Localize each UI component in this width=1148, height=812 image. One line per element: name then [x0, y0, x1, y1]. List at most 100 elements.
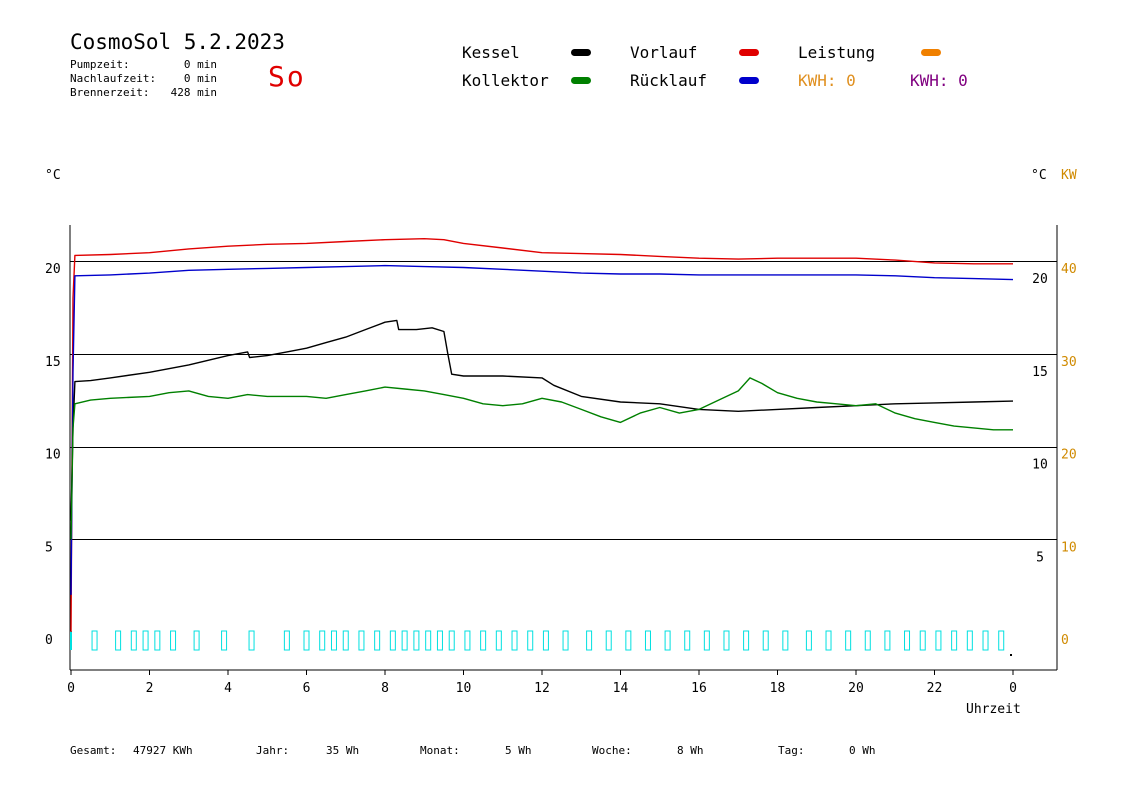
footer-gesamt-value: 47927 KWh	[133, 744, 193, 757]
legend-kollektor-label: Kollektor	[462, 71, 549, 90]
footer-woche-value: 8 Wh	[677, 744, 704, 757]
pump-pulse	[283, 630, 290, 651]
pump-pulse	[221, 630, 228, 651]
series-kollektor-line	[70, 377, 1013, 540]
pump-pulse	[527, 630, 534, 651]
pump-pulse	[170, 630, 177, 651]
footer-monat-label: Monat:	[420, 744, 460, 757]
stat-nachlaufzeit-label: Nachlaufzeit:	[70, 72, 157, 85]
pump-pulse	[91, 630, 98, 651]
stat-brennerzeit-value: 428 min	[170, 86, 217, 99]
right-tick-label-celsius: 5	[1036, 550, 1044, 565]
pump-pulse	[935, 630, 942, 651]
x-tick-label: 0	[67, 681, 75, 696]
pump-pulse	[586, 630, 593, 651]
pump-pulse	[684, 630, 691, 651]
pump-pulse	[542, 630, 549, 651]
x-tick-label: 4	[224, 681, 232, 696]
legend-vorlauf-label: Vorlauf	[630, 43, 698, 62]
pump-pulse	[966, 630, 973, 651]
footer-jahr-label: Jahr:	[256, 744, 290, 757]
x-tick-label: 8	[381, 681, 389, 696]
x-tick-label: 0	[1009, 681, 1017, 696]
pump-pulse	[303, 630, 310, 651]
weekday-label: So	[268, 60, 306, 93]
footer-jahr-value: 35 Wh	[326, 744, 360, 757]
pump-pulse	[154, 630, 161, 651]
right-tick-label-kw: 30	[1061, 355, 1077, 370]
stat-nachlaufzeit-value: 0 min	[183, 72, 217, 85]
x-tick-label: 18	[770, 681, 786, 696]
footer-tag-label: Tag:	[778, 744, 805, 757]
series-vorlauf-line	[70, 238, 1013, 633]
pump-pulse	[358, 630, 365, 651]
stat-pumpzeit-value: 0 min	[183, 58, 217, 71]
pump-pulse	[480, 630, 487, 651]
pump-pulse	[864, 630, 871, 651]
pump-pulse	[142, 630, 149, 651]
pump-pulse	[951, 630, 958, 651]
stat-pumpzeit-label: Pumpzeit:	[70, 58, 130, 71]
x-tick-label: 14	[613, 681, 629, 696]
right-tick-label-kw: 40	[1061, 262, 1077, 277]
pump-pulse	[982, 630, 989, 651]
chart-title: CosmoSol 5.2.2023	[70, 30, 285, 54]
legend-ruecklauf-label: Rücklauf	[630, 71, 708, 90]
left-tick-label: 15	[45, 355, 61, 370]
pump-pulse	[464, 630, 471, 651]
pump-pulse	[425, 630, 432, 651]
footer-monat-value: 5 Wh	[505, 744, 532, 757]
legend-leistung-swatch	[921, 49, 941, 56]
x-axis-label: Uhrzeit	[966, 702, 1021, 717]
legend-leistung-label: Leistung	[798, 43, 876, 62]
footer-tag-value: 0 Wh	[849, 744, 876, 757]
pump-pulse	[845, 630, 852, 651]
legend-kwh-purple: KWH: 0	[910, 71, 968, 90]
pump-pulse	[389, 630, 396, 651]
pump-pulse	[919, 630, 926, 651]
pump-pulse	[511, 630, 518, 651]
series-ruecklauf-line	[70, 264, 1014, 595]
pump-pulse	[130, 630, 137, 651]
stat-brennerzeit-label: Brennerzeit:	[70, 86, 150, 99]
pump-pulse	[743, 630, 750, 651]
pump-pulse	[998, 630, 1005, 651]
pump-pulse	[762, 630, 769, 651]
x-tick-label: 10	[456, 681, 472, 696]
pump-pulse	[664, 630, 671, 651]
pump-pulse	[248, 630, 255, 651]
x-tick-label: 12	[534, 681, 550, 696]
left-tick-label: 0	[45, 633, 53, 648]
legend-kessel-swatch	[571, 49, 591, 56]
pump-pulse	[625, 630, 632, 651]
pump-pulse	[605, 630, 612, 651]
pump-pulse	[782, 630, 789, 651]
pump-pulse	[703, 630, 710, 651]
legend-ruecklauf-swatch	[739, 77, 759, 84]
pump-pulse	[115, 630, 122, 651]
legend-vorlauf-swatch	[739, 49, 759, 56]
legend-kessel-label: Kessel	[462, 43, 520, 62]
left-tick-label: 10	[45, 448, 61, 463]
pump-pulse	[413, 630, 420, 651]
right-tick-label-celsius: 10	[1032, 458, 1048, 473]
pump-pulse	[884, 630, 891, 651]
right-axis-unit-kw: KW	[1061, 168, 1077, 183]
footer-woche-label: Woche:	[592, 744, 632, 757]
pump-pulse	[401, 630, 408, 651]
left-tick-label: 20	[45, 262, 61, 277]
right-tick-label-celsius: 15	[1032, 365, 1048, 380]
pump-pulse	[904, 630, 911, 651]
x-tick-label: 20	[848, 681, 864, 696]
right-tick-label-celsius: 20	[1032, 272, 1048, 287]
pump-pulse	[374, 630, 381, 651]
footer-gesamt-label: Gesamt:	[70, 744, 117, 757]
x-tick-label: 2	[146, 681, 154, 696]
pump-pulse	[448, 630, 455, 651]
pump-pulse	[723, 630, 730, 651]
right-axis-unit-celsius: °C	[1031, 168, 1047, 183]
pump-pulse	[495, 630, 502, 651]
pump-pulse	[644, 630, 651, 651]
pump-pulse	[562, 630, 569, 651]
